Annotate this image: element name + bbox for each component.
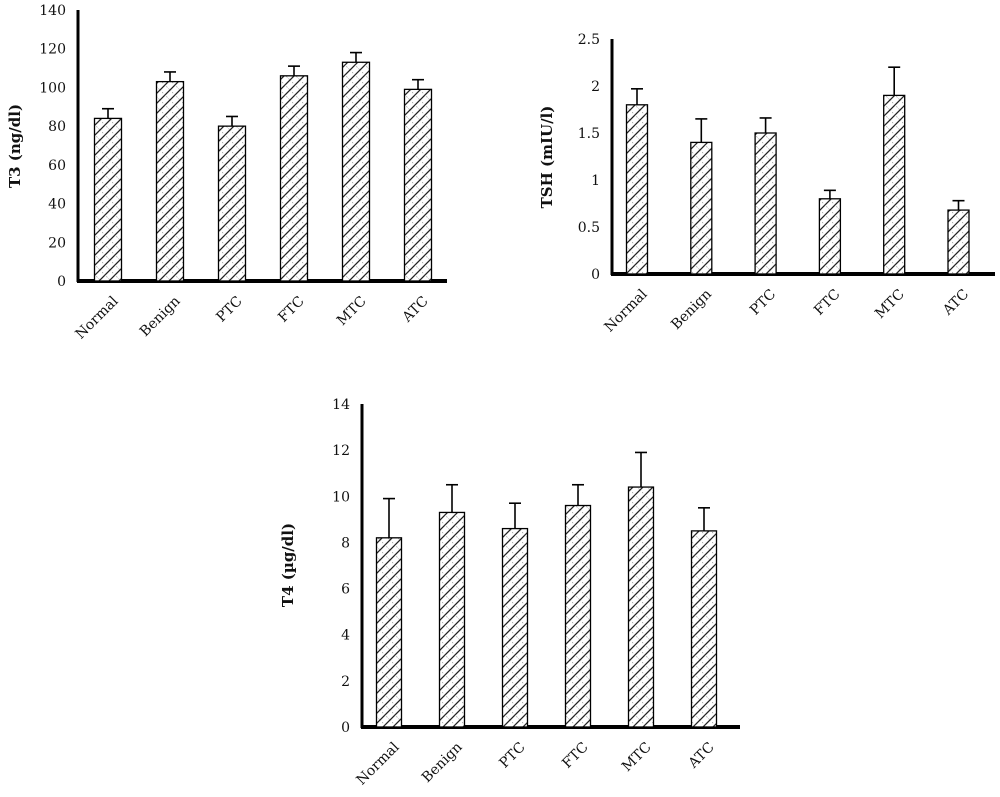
category-label: Normal xyxy=(353,739,402,788)
y-tick-label: 60 xyxy=(48,158,66,174)
category-label: FTC xyxy=(559,739,591,771)
error-bar-ftc xyxy=(288,65,300,76)
category-label: PTC xyxy=(496,739,528,771)
error-bar-mtc xyxy=(888,66,901,96)
error-bar-mtc xyxy=(350,51,362,63)
chart-3: 0 2 4 6 8 10 12 14 T4 (µg/dl) Normal Benign PTC FTC M… xyxy=(279,397,740,788)
y-axis-title: T4 (µg/dl) xyxy=(279,523,297,607)
y-tick-label: 12 xyxy=(332,443,350,459)
chart-2: 0 0.5 1 1.5 2 2.5 TSH (mIU/l) Normal Benign PTC FT… xyxy=(538,32,995,335)
bar-mtc xyxy=(883,94,906,275)
y-axis-title: TSH (mIU/l) xyxy=(538,106,556,209)
y-tick-label: 8 xyxy=(341,535,350,551)
bar-ptc xyxy=(217,125,247,282)
bar-ptc xyxy=(754,132,777,275)
y-tick-label: 6 xyxy=(341,582,350,598)
error-bar-benign xyxy=(446,483,458,513)
y-tick-label: 2 xyxy=(591,79,600,95)
bar-ptc xyxy=(501,527,529,728)
category-label: ATC xyxy=(685,739,718,772)
category-label: Benign xyxy=(419,739,466,786)
y-tick-label: 140 xyxy=(39,3,66,19)
bar-atc xyxy=(403,88,433,282)
error-bar-ptc xyxy=(759,117,772,133)
bar-normal xyxy=(375,537,403,728)
error-bar-ptc xyxy=(509,502,521,529)
bar-atc xyxy=(947,209,970,275)
bar-ftc xyxy=(279,75,309,282)
category-label: PTC xyxy=(213,293,245,325)
category-label: FTC xyxy=(811,286,843,318)
category-label: MTC xyxy=(872,286,908,322)
bar-mtc xyxy=(341,61,371,282)
error-bar-atc xyxy=(698,507,710,531)
error-bar-benign xyxy=(695,118,708,143)
bar-atc xyxy=(690,530,718,728)
error-bar-atc xyxy=(952,199,965,211)
bar-ftc xyxy=(564,504,592,728)
category-label: ATC xyxy=(939,286,972,319)
bar-benign xyxy=(438,511,466,728)
y-tick-label: 100 xyxy=(39,80,66,96)
y-tick-label: 1.5 xyxy=(578,126,600,142)
error-bar-atc xyxy=(412,78,424,90)
category-label: MTC xyxy=(619,739,655,775)
error-bar-normal xyxy=(383,497,395,538)
error-bar-ftc xyxy=(572,483,584,506)
y-tick-label: 40 xyxy=(48,197,66,213)
category-label: Normal xyxy=(601,286,650,335)
category-label: FTC xyxy=(275,293,307,325)
category-label: Benign xyxy=(137,293,184,340)
y-tick-label: 80 xyxy=(48,119,66,135)
y-tick-label: 0 xyxy=(57,274,66,290)
bar-mtc xyxy=(627,486,655,728)
y-tick-label: 20 xyxy=(48,235,66,251)
bar-normal xyxy=(625,104,649,275)
y-tick-label: 10 xyxy=(332,489,350,505)
error-bar-mtc xyxy=(635,451,647,488)
y-tick-label: 4 xyxy=(341,628,350,644)
y-tick-label: 0 xyxy=(341,720,350,736)
bar-benign xyxy=(155,80,185,282)
error-bar-benign xyxy=(164,71,176,82)
y-axis-title: T3 (ng/dl) xyxy=(6,104,24,188)
y-tick-label: 1 xyxy=(591,173,600,189)
category-label: Normal xyxy=(72,293,121,342)
y-tick-label: 120 xyxy=(39,42,66,58)
y-tick-label: 2.5 xyxy=(578,32,600,48)
category-label: MTC xyxy=(334,293,370,329)
bar-normal xyxy=(93,117,123,282)
y-tick-label: 0 xyxy=(591,267,600,283)
bar-benign xyxy=(690,141,713,275)
chart-1: 0 20 40 60 80 100 120 140 T3 (ng/dl) Normal Benign… xyxy=(6,3,447,342)
y-tick-label: 14 xyxy=(332,397,350,413)
category-label: PTC xyxy=(747,286,779,318)
category-label: ATC xyxy=(399,293,432,326)
bar-ftc xyxy=(818,198,842,275)
error-bar-ptc xyxy=(226,115,238,127)
y-tick-label: 0.5 xyxy=(578,220,600,236)
category-label: Benign xyxy=(668,286,715,333)
y-tick-label: 2 xyxy=(341,674,350,690)
error-bar-ftc xyxy=(823,189,836,199)
error-bar-normal xyxy=(102,107,114,119)
error-bar-normal xyxy=(631,88,643,105)
